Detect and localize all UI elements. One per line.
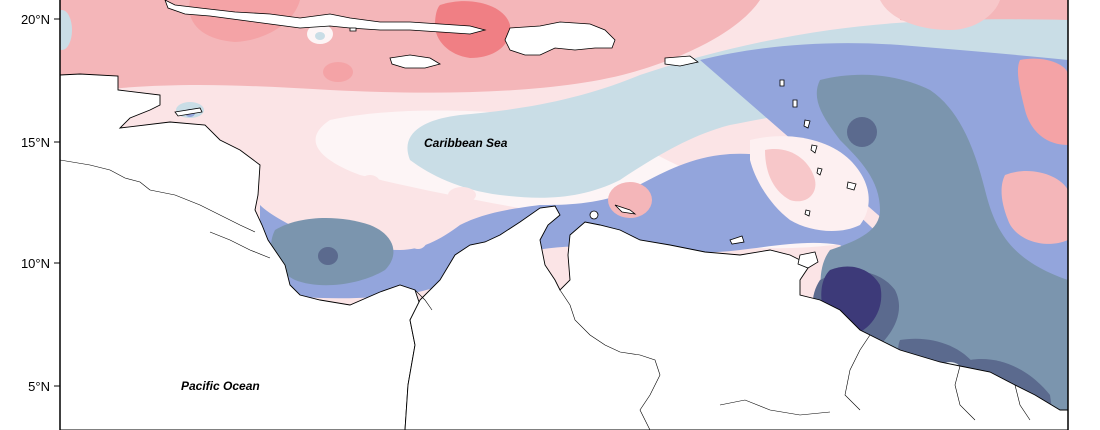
- lat-label-5: 5°N: [28, 379, 50, 394]
- lat-label-10: 10°N: [21, 256, 50, 271]
- land-lesser-antilles-1: [779, 79, 785, 87]
- field-red-antilles: [765, 149, 816, 202]
- field-pink-dot-1: [360, 175, 380, 191]
- land-island-honduras: [174, 107, 203, 117]
- land-island-cayman: [349, 27, 357, 32]
- land-lesser-antilles-4: [810, 144, 818, 154]
- land-barbados: [846, 181, 857, 191]
- latitude-axis: 20°N 15°N 10°N 5°N: [21, 12, 60, 394]
- map-panel: [60, 0, 1068, 430]
- field-light-blue-nw: [60, 10, 72, 50]
- land-lesser-antilles-3: [803, 119, 811, 129]
- border-suriname-guiana: [1014, 384, 1031, 421]
- pacific-ocean-label: Pacific Ocean: [181, 379, 260, 393]
- land-jamaica: [389, 54, 442, 69]
- border-venezuela-guyana: [844, 334, 871, 411]
- field-slate-blob-west: [318, 247, 338, 265]
- lat-label-15: 15°N: [21, 135, 50, 150]
- field-blue-cuba-dot: [315, 32, 325, 40]
- border-panama-colombia: [414, 289, 433, 311]
- land-south-america: [404, 205, 1068, 430]
- lat-label-20: 20°N: [21, 12, 50, 27]
- border-guyana-suriname: [954, 365, 976, 421]
- land-island-aruba: [614, 204, 637, 215]
- border-mexico-guatemala: [60, 159, 151, 191]
- field-red-east: [1017, 58, 1068, 145]
- land-lesser-antilles-5: [816, 167, 823, 176]
- border-central-america-1: [149, 189, 256, 233]
- land-trinidad: [797, 251, 819, 269]
- field-red-dot-north: [700, 5, 732, 29]
- land-island-bonaire: [729, 235, 745, 245]
- land-hispaniola: [504, 21, 616, 56]
- land-puerto-rico: [664, 55, 699, 67]
- field-pink-dot-2: [409, 231, 427, 249]
- land-island-curacao: [589, 210, 599, 220]
- border-brazil: [719, 399, 831, 416]
- caribbean-sea-label: Caribbean Sea: [424, 136, 508, 150]
- field-red-east-south: [1001, 170, 1068, 244]
- field-red-north-east: [880, 0, 1000, 30]
- border-central-america-2: [209, 231, 271, 259]
- land-grenada: [804, 209, 811, 217]
- field-pink-dot-3: [448, 187, 476, 203]
- field-red-jamaica: [323, 62, 353, 82]
- border-colombia-venezuela: [559, 289, 661, 430]
- land-cuba: [164, 0, 487, 35]
- field-slate-blob-east: [847, 117, 877, 147]
- land-lesser-antilles-2: [792, 99, 798, 108]
